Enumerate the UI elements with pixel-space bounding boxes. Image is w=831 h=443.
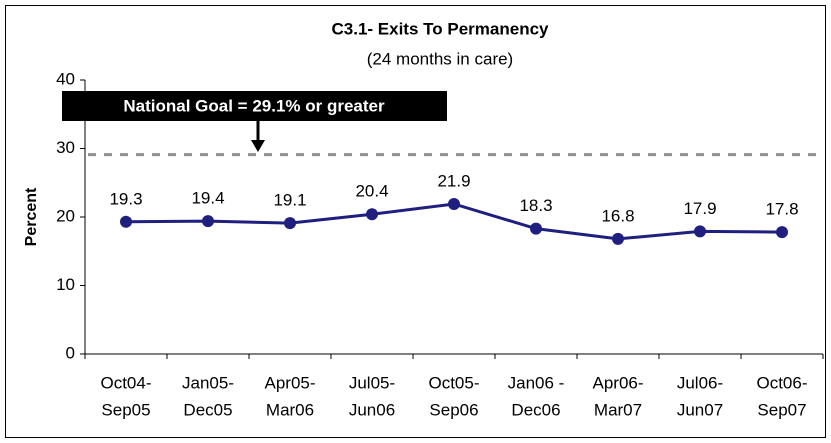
data-point [120,215,132,228]
x-tick-label: Apr06- [592,373,643,392]
x-tick-label: Oct04- [100,373,151,392]
y-tick-label: 0 [66,343,75,362]
x-tick-label: Sep06 [429,400,478,419]
goal-annotation-box [62,91,447,121]
data-point [776,226,788,239]
x-tick-label: Oct06- [756,373,807,392]
data-label: 19.4 [191,189,224,208]
y-tick-label: 10 [56,275,75,294]
x-tick-label: Jul06- [677,373,723,392]
goal-annotation: National Goal = 29.1% or greater [123,96,385,115]
y-tick-label: 20 [56,206,75,225]
data-label: 19.3 [109,189,142,208]
x-tick-label: Oct05- [428,373,479,392]
data-point [366,208,378,221]
x-tick-label: Sep07 [757,400,806,419]
x-tick-label: Sep05 [101,400,150,419]
data-label: 21.9 [437,171,470,190]
data-point [530,222,542,235]
data-point [694,225,706,238]
y-tick-label: 30 [56,138,75,157]
x-tick-label: Dec06 [511,400,560,419]
x-tick-label: Jan06 - [508,373,565,392]
y-tick-label: 40 [56,69,75,88]
x-tick-label: Jan05- [182,373,234,392]
x-tick-label: Jun06 [349,400,395,419]
data-label: 17.9 [683,199,716,218]
data-label: 18.3 [519,196,552,215]
y-axis-label: Percent [23,187,40,246]
goal-arrow-head [251,140,265,152]
x-tick-label: Apr05- [264,373,315,392]
data-point [612,232,624,245]
x-tick-label: Dec05 [183,400,232,419]
chart-title: C3.1- Exits To Permanency [332,19,550,38]
data-label: 17.8 [765,200,798,219]
data-label: 20.4 [355,182,388,201]
data-point [202,215,214,228]
x-tick-label: Jul05- [349,373,395,392]
data-point [448,197,460,210]
data-label: 16.8 [601,206,634,225]
x-tick-label: Jun07 [677,400,723,419]
x-tick-label: Mar06 [266,400,314,419]
chart-subtitle: (24 months in care) [367,49,513,68]
data-label: 19.1 [273,191,306,210]
x-tick-label: Mar07 [594,400,642,419]
data-point [284,217,296,230]
